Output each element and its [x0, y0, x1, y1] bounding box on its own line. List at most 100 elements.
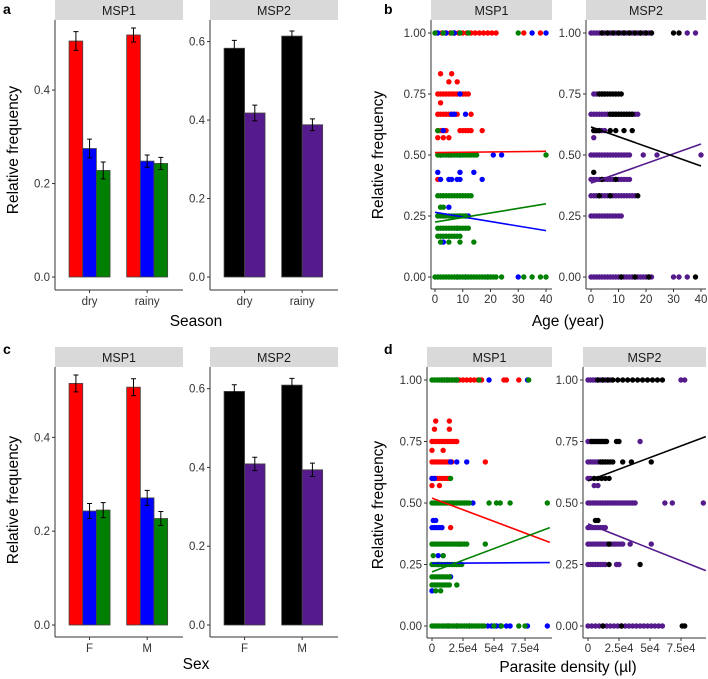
bar — [223, 391, 245, 626]
data-point — [485, 623, 491, 629]
data-point — [616, 561, 622, 568]
data-point — [621, 127, 627, 134]
facet-msp2: MSP2 0.00 0.25 0.50 0.75 1.00 0 2.5e4 5e4 7.5e4 — [556, 347, 707, 655]
panel-label: b — [384, 1, 393, 17]
y-tick-label: 0.4 — [189, 462, 206, 474]
facet-strip-label: MSP2 — [627, 351, 661, 365]
data-point — [632, 30, 638, 36]
regression-line — [434, 150, 547, 154]
facet-strip-label: MSP1 — [474, 4, 508, 18]
data-point — [682, 377, 688, 383]
data-point — [440, 30, 447, 36]
data-point — [648, 623, 654, 629]
data-point — [490, 152, 496, 158]
data-point — [595, 517, 601, 524]
regression-line — [431, 526, 551, 573]
data-point — [481, 623, 487, 629]
error-bar — [158, 510, 164, 527]
error-bar — [87, 138, 93, 159]
error-bar — [144, 489, 150, 506]
data-point — [698, 152, 704, 158]
data-point — [599, 30, 605, 36]
data-point — [655, 623, 662, 629]
data-point — [629, 377, 636, 383]
facet-strip — [427, 347, 552, 367]
data-point — [503, 623, 510, 629]
data-point — [644, 623, 651, 629]
x-tick-label: 40 — [695, 294, 708, 306]
facet-msp1: MSP1 0.00 0.25 0.50 0.75 1.00 0 2.5e4 5e4 7.5e4 — [400, 347, 552, 655]
y-tick-label: 0.2 — [34, 526, 50, 538]
data-point — [466, 500, 472, 506]
data-point — [457, 239, 463, 245]
data-point — [446, 79, 452, 85]
y-tick-label: 0.4 — [34, 85, 51, 97]
y-tick-label: 1.00 — [556, 375, 578, 387]
data-point — [486, 377, 492, 383]
data-point — [479, 176, 485, 183]
data-point — [637, 623, 643, 629]
error-bar — [100, 161, 106, 180]
x-tick-label: F — [86, 643, 93, 655]
y-tick-label: 0.50 — [556, 498, 578, 510]
data-point — [632, 500, 638, 506]
y-tick-label: 1.00 — [404, 28, 426, 40]
panel-a: a Season Relative frequency MSP1 0.0 0.2 0.4 dr… — [3, 0, 338, 330]
bar — [126, 386, 141, 626]
x-tick-label: 0 — [585, 643, 591, 655]
error-bar — [131, 378, 137, 397]
data-point — [468, 193, 474, 199]
y-tick-label: 0.25 — [559, 211, 581, 223]
data-point — [447, 475, 454, 482]
data-point — [446, 574, 453, 580]
data-point — [606, 475, 612, 482]
error-bar — [158, 156, 164, 171]
x-tick-label: 0 — [429, 643, 435, 655]
data-point — [464, 459, 470, 465]
data-point — [435, 169, 441, 176]
bar — [68, 383, 84, 626]
bar — [281, 384, 303, 626]
data-point — [662, 500, 668, 506]
data-point — [700, 500, 707, 506]
data-point — [543, 152, 549, 158]
data-point — [454, 582, 460, 588]
x-tick-label: 5e4 — [640, 643, 660, 655]
data-point — [620, 541, 626, 547]
data-point — [615, 30, 622, 36]
data-point — [676, 30, 682, 36]
y-tick-label: 0.50 — [559, 150, 581, 162]
y-axis-title: Relative frequency — [370, 441, 387, 570]
data-point — [462, 111, 469, 117]
error-bar — [144, 154, 150, 168]
data-point — [491, 623, 497, 629]
y-tick-label: 0.25 — [556, 560, 578, 572]
facet-strip — [210, 0, 338, 20]
data-point — [457, 233, 463, 239]
data-point — [610, 30, 616, 36]
data-point — [433, 588, 439, 594]
bar — [301, 469, 324, 626]
data-point — [615, 377, 621, 383]
data-point — [543, 274, 549, 280]
data-point — [670, 274, 677, 280]
data-point — [446, 418, 453, 424]
data-point — [610, 459, 616, 465]
data-point — [632, 274, 638, 280]
data-point — [431, 475, 438, 482]
data-point — [607, 193, 613, 199]
data-point — [640, 152, 646, 158]
data-point — [464, 541, 470, 547]
facet-strip-label: MSP2 — [257, 351, 291, 365]
x-tick-label: 2.5e4 — [605, 643, 634, 655]
data-point — [635, 111, 641, 117]
data-point — [613, 127, 619, 134]
data-point — [669, 500, 676, 506]
data-point — [440, 447, 446, 454]
data-point — [446, 204, 452, 210]
data-point — [606, 561, 612, 568]
data-point — [634, 377, 641, 383]
data-point — [498, 274, 505, 280]
y-tick-label: 0.50 — [400, 498, 422, 510]
